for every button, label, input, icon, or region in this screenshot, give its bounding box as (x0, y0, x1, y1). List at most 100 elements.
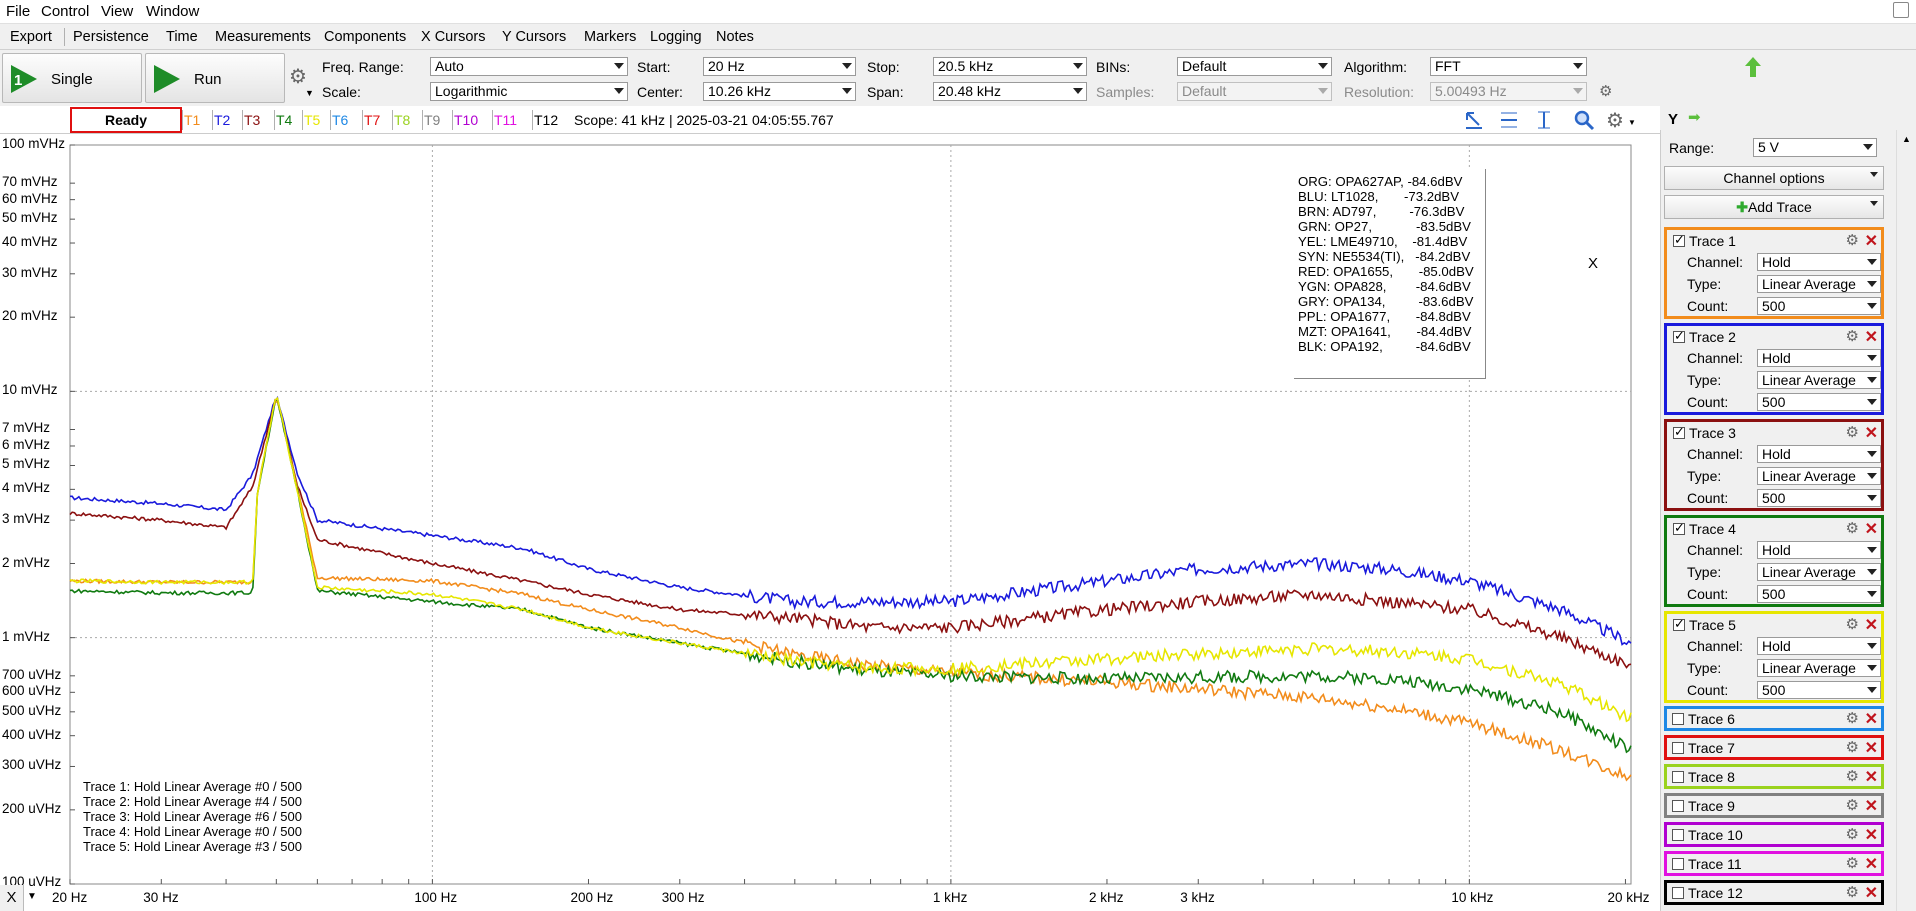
channel-options-button[interactable]: Channel options (1664, 166, 1884, 190)
x-axis-menu-button[interactable]: X (0, 885, 24, 911)
menu-window[interactable]: Window (146, 3, 200, 20)
trace-gear-icon[interactable]: ⚙ (1845, 826, 1859, 843)
plot-area[interactable]: 100 mVHz 70 mVHz 60 mVHz 50 mVHz 40 mVHz 30 m… (0, 134, 1660, 911)
menu-file[interactable]: File (6, 3, 31, 20)
trace-header[interactable]: Trace 7 (1672, 740, 1735, 756)
range-select[interactable]: 5 V (1753, 138, 1877, 157)
trace-gear-icon[interactable]: ⚙ (1845, 710, 1859, 727)
trace-gear-icon[interactable]: ⚙ (1845, 768, 1859, 785)
toolbar-gear-icon[interactable]: ⚙ (289, 66, 307, 88)
scale-select[interactable]: Logarithmic (430, 82, 628, 101)
trace-close-icon[interactable]: ✕ (1864, 885, 1878, 902)
trace-tab-t6[interactable]: T6 (332, 112, 349, 128)
trace-header[interactable]: Trace 3 (1673, 424, 1736, 441)
menu-y-cursors[interactable]: Y Cursors (502, 29, 567, 45)
menu-view[interactable]: View (101, 3, 134, 20)
trace-checkbox[interactable] (1673, 424, 1685, 440)
trace-tab-t7[interactable]: T7 (364, 112, 381, 128)
menu-markers[interactable]: Markers (584, 29, 637, 45)
trace-checkbox[interactable] (1673, 328, 1685, 344)
legend-close-x[interactable]: X (1588, 255, 1599, 272)
menu-logging[interactable]: Logging (650, 29, 702, 45)
trace-tab-t11[interactable]: T11 (494, 112, 518, 128)
trace-checkbox[interactable] (1673, 232, 1685, 248)
trace-checkbox[interactable] (1672, 858, 1684, 870)
vertical-cursor-icon[interactable] (1534, 110, 1554, 130)
menu-measurements[interactable]: Measurements (215, 29, 311, 45)
trace-header[interactable]: Trace 8 (1672, 769, 1735, 785)
trace-checkbox[interactable] (1672, 742, 1684, 754)
trace-count-select[interactable]: 500 (1757, 585, 1881, 603)
trace-close-icon[interactable]: ✕ (1864, 233, 1878, 250)
menu-x-cursors[interactable]: X Cursors (421, 29, 486, 45)
trace-close-icon[interactable]: ✕ (1864, 711, 1878, 728)
trace-gear-icon[interactable]: ⚙ (1845, 616, 1859, 633)
trace-checkbox[interactable] (1672, 771, 1684, 783)
trace-tab-t9[interactable]: T9 (424, 112, 441, 128)
trace-type-select[interactable]: Linear Average (1757, 371, 1881, 389)
trace-close-icon[interactable]: ✕ (1864, 827, 1878, 844)
sidebar-arrow-icon[interactable]: ➡ (1688, 109, 1701, 126)
trace-header[interactable]: Trace 10 (1672, 827, 1743, 843)
trace-channel-select[interactable]: Hold (1757, 445, 1881, 463)
trace-channel-select[interactable]: Hold (1757, 637, 1881, 655)
trace-tab-t8[interactable]: T8 (394, 112, 411, 128)
trace-checkbox[interactable] (1672, 829, 1684, 841)
trace-close-icon[interactable]: ✕ (1864, 740, 1878, 757)
trace-checkbox[interactable] (1673, 520, 1685, 536)
trace-gear-icon[interactable]: ⚙ (1845, 424, 1859, 441)
trace-header[interactable]: Trace 12 (1672, 885, 1743, 901)
stop-select[interactable]: 20.5 kHz (933, 57, 1087, 76)
trace-close-icon[interactable]: ✕ (1864, 425, 1878, 442)
trace-header[interactable]: Trace 11 (1672, 856, 1742, 872)
menu-persistence[interactable]: Persistence (73, 29, 149, 45)
single-button[interactable]: 1 Single (2, 53, 142, 103)
trace-header[interactable]: Trace 5 (1673, 616, 1736, 633)
trace-gear-icon[interactable]: ⚙ (1845, 328, 1859, 345)
trace-close-icon[interactable]: ✕ (1864, 521, 1878, 538)
menu-components[interactable]: Components (324, 29, 407, 45)
trace-checkbox[interactable] (1673, 616, 1685, 632)
trace-type-select[interactable]: Linear Average (1757, 563, 1881, 581)
sidebar-scrollbar[interactable]: ▲ (1896, 130, 1916, 911)
toolbar-gear-dropdown-icon[interactable]: ▼ (305, 88, 314, 98)
x-axis-dropdown-icon[interactable]: ▼ (27, 891, 37, 902)
trace-close-icon[interactable]: ✕ (1864, 329, 1878, 346)
trace-header[interactable]: Trace 6 (1672, 711, 1735, 727)
trace-count-select[interactable]: 500 (1757, 489, 1881, 507)
trace-tab-t10[interactable]: T10 (454, 112, 479, 128)
resolution-gear-icon[interactable]: ⚙ (1599, 83, 1613, 100)
trace-tab-t2[interactable]: T2 (214, 112, 231, 128)
trace-tab-t3[interactable]: T3 (244, 112, 261, 128)
trace-channel-select[interactable]: Hold (1757, 349, 1881, 367)
bins-select[interactable]: Default (1177, 57, 1332, 76)
plot-gear-dropdown-icon[interactable]: ▼ (1628, 118, 1636, 127)
trace-gear-icon[interactable]: ⚙ (1845, 797, 1859, 814)
add-trace-button[interactable]: ✚Add Trace (1664, 195, 1884, 219)
span-select[interactable]: 20.48 kHz (933, 82, 1087, 101)
center-select[interactable]: 10.26 kHz (703, 82, 856, 101)
up-arrow-icon[interactable] (1744, 56, 1762, 78)
trace-tab-t5[interactable]: T5 (304, 112, 321, 128)
trace-tab-t12[interactable]: T12 (534, 112, 559, 128)
trace-checkbox[interactable] (1672, 887, 1684, 899)
trace-header[interactable]: Trace 9 (1672, 798, 1735, 814)
trace-channel-select[interactable]: Hold (1757, 541, 1881, 559)
trace-count-select[interactable]: 500 (1757, 681, 1881, 699)
menu-control[interactable]: Control (41, 3, 90, 20)
trace-count-select[interactable]: 500 (1757, 297, 1881, 315)
trace-checkbox[interactable] (1672, 713, 1684, 725)
algorithm-select[interactable]: FFT (1430, 57, 1587, 76)
trace-close-icon[interactable]: ✕ (1864, 798, 1878, 815)
trace-gear-icon[interactable]: ⚙ (1845, 739, 1859, 756)
trace-header[interactable]: Trace 1 (1673, 232, 1736, 249)
trace-tab-t4[interactable]: T4 (276, 112, 293, 128)
trace-header[interactable]: Trace 4 (1673, 520, 1736, 537)
trace-tab-t1[interactable]: T1 (184, 112, 201, 128)
scroll-up-icon[interactable]: ▲ (1902, 134, 1911, 144)
cursor-tool-icon[interactable] (1464, 110, 1484, 130)
trace-checkbox[interactable] (1672, 800, 1684, 812)
freq-range-select[interactable]: Auto (430, 57, 628, 76)
start-select[interactable]: 20 Hz (703, 57, 856, 76)
trace-gear-icon[interactable]: ⚙ (1845, 855, 1859, 872)
